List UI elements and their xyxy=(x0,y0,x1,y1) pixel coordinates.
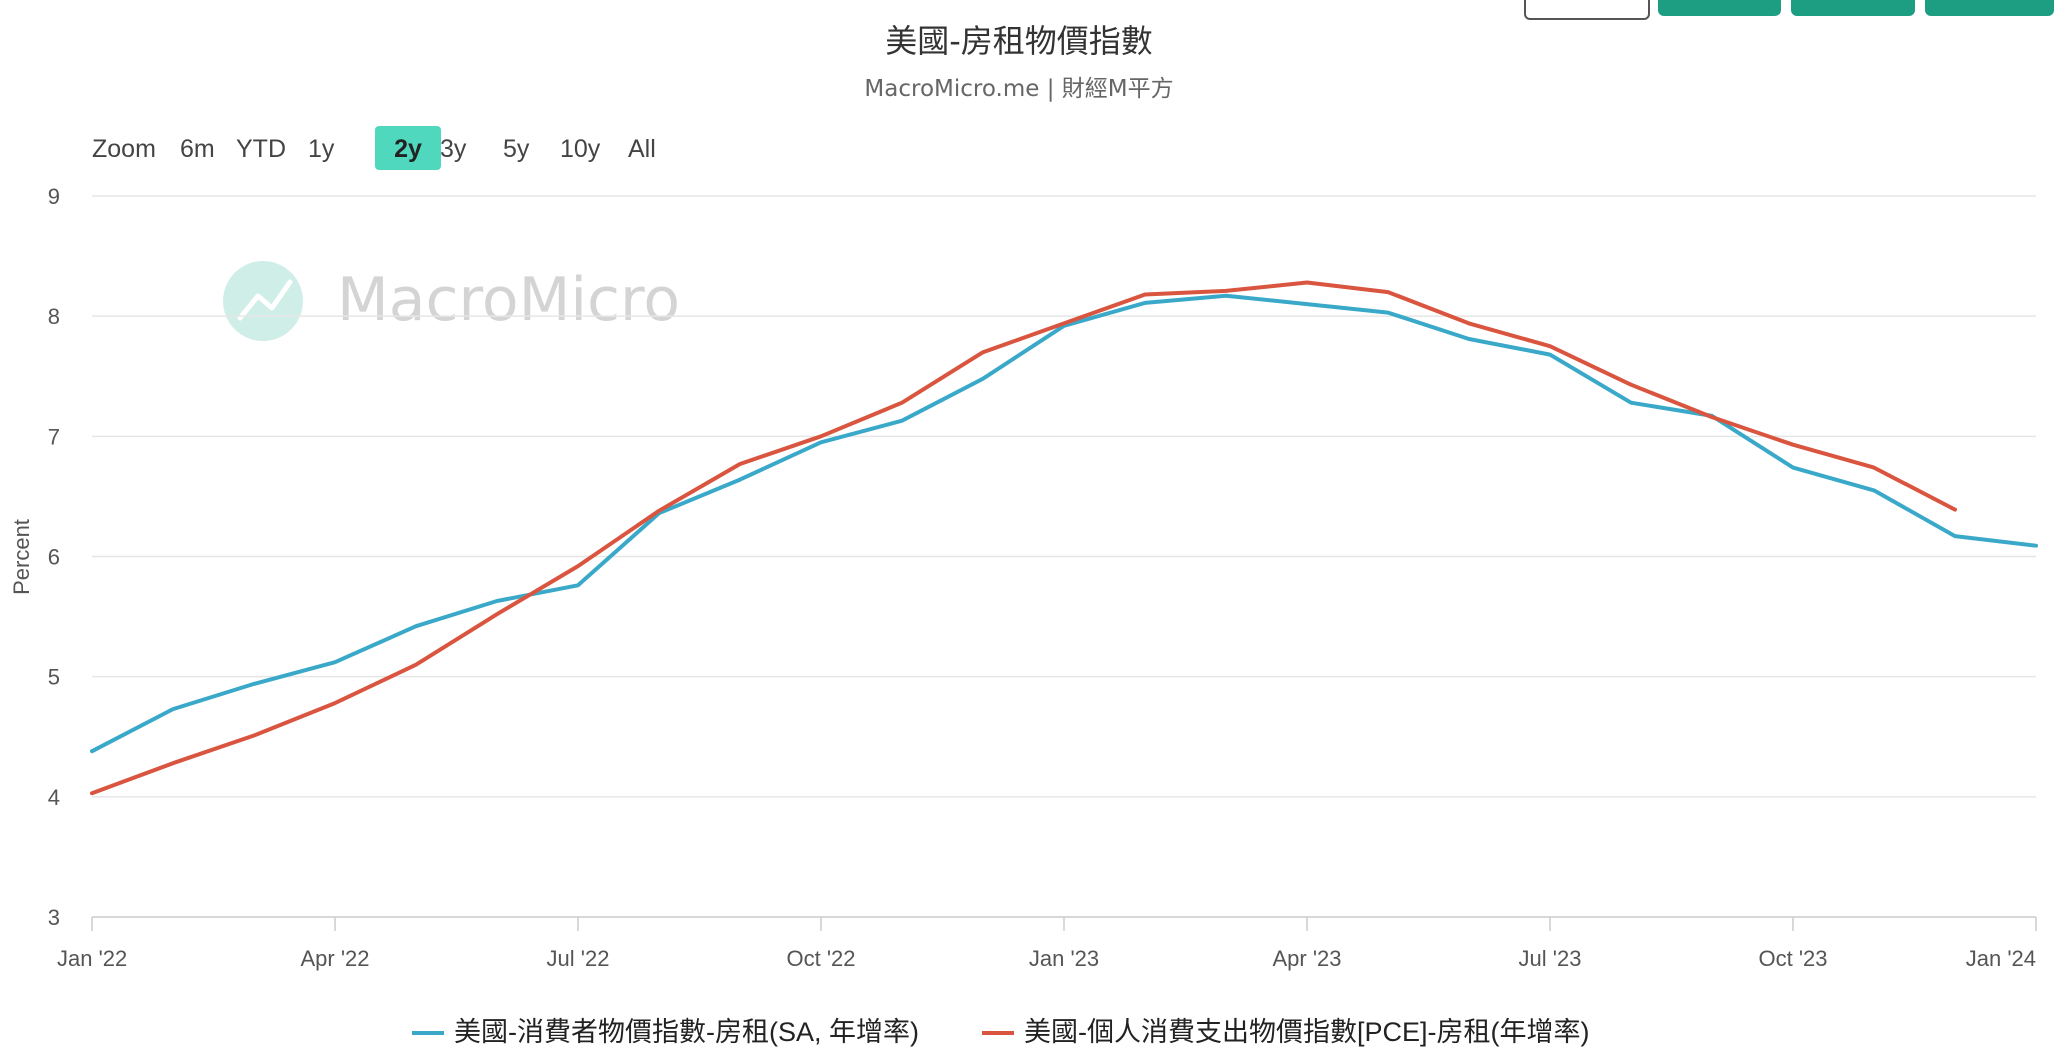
x-tick-label: Jan '23 xyxy=(1029,946,1099,971)
range-button-ytd[interactable]: YTD xyxy=(236,135,286,163)
y-tick-label: 8 xyxy=(48,304,60,329)
watermark-logo-chart-icon xyxy=(237,279,293,321)
legend-label: 美國-個人消費支出物價指數[PCE]-房租(年增率) xyxy=(1024,1017,1589,1047)
x-tick-label: Jul '22 xyxy=(547,946,610,971)
x-tick-label: Apr '22 xyxy=(300,946,369,971)
x-tick-label: Jul '23 xyxy=(1519,946,1582,971)
range-button-10y[interactable]: 10y xyxy=(560,135,601,163)
chart-subtitle: MacroMicro.me | 財經M平方 xyxy=(864,76,1173,102)
series-line-1[interactable] xyxy=(90,293,2038,754)
y-tick-label: 6 xyxy=(48,545,60,570)
range-button-3y[interactable]: 3y xyxy=(440,135,467,163)
toolbar-button-2[interactable] xyxy=(1658,0,1781,16)
range-button-label: 10y xyxy=(560,135,601,163)
y-tick-label: 4 xyxy=(48,785,60,810)
watermark-text: MacroMicro xyxy=(337,265,680,335)
range-button-selected-bg xyxy=(375,126,441,170)
x-tick-label: Jan '22 xyxy=(57,946,127,971)
toolbar-button-3[interactable] xyxy=(1791,0,1915,16)
range-button-label: All xyxy=(628,135,656,163)
range-button-label: YTD xyxy=(236,135,286,163)
watermark: MacroMicro xyxy=(223,261,680,341)
x-tick-label: Apr '23 xyxy=(1272,946,1341,971)
range-button-all[interactable]: All xyxy=(628,135,656,163)
y-axis-label: Percent xyxy=(9,519,34,595)
range-selector: Zoom 6m YTD 1y 2y 3y 5y 10y All xyxy=(92,126,656,170)
y-tick-label: 3 xyxy=(48,905,60,930)
range-button-label: 6m xyxy=(180,135,215,163)
y-tick-label: 5 xyxy=(48,665,60,690)
range-button-label: 5y xyxy=(503,135,530,163)
chart-title: 美國-房租物價指數 xyxy=(885,22,1153,60)
y-tick-label: 9 xyxy=(48,184,60,209)
range-button-2y[interactable]: 2y xyxy=(375,126,441,170)
range-button-1y[interactable]: 1y xyxy=(308,135,335,163)
legend-label: 美國-消費者物價指數-房租(SA, 年增率) xyxy=(454,1017,919,1047)
zoom-label: Zoom xyxy=(92,135,156,163)
series-line-2[interactable] xyxy=(90,280,1957,796)
range-button-label: 3y xyxy=(440,135,467,163)
toolbar-button-1[interactable] xyxy=(1524,0,1650,20)
range-button-label: 2y xyxy=(394,135,422,163)
x-tick-label: Jan '24 xyxy=(1966,946,2036,971)
toolbar-button-4[interactable] xyxy=(1925,0,2054,16)
legend: 美國-消費者物價指數-房租(SA, 年增率) 美國-個人消費支出物價指數[PCE]… xyxy=(412,1017,1589,1047)
x-tick-label: Oct '22 xyxy=(786,946,855,971)
y-tick-label: 7 xyxy=(48,424,60,449)
legend-item-1[interactable]: 美國-消費者物價指數-房租(SA, 年增率) xyxy=(412,1017,919,1047)
range-button-label: 1y xyxy=(308,135,335,163)
legend-item-2[interactable]: 美國-個人消費支出物價指數[PCE]-房租(年增率) xyxy=(982,1017,1589,1047)
x-tick-label: Oct '23 xyxy=(1758,946,1827,971)
range-button-5y[interactable]: 5y xyxy=(503,135,530,163)
range-button-6m[interactable]: 6m xyxy=(180,135,215,163)
